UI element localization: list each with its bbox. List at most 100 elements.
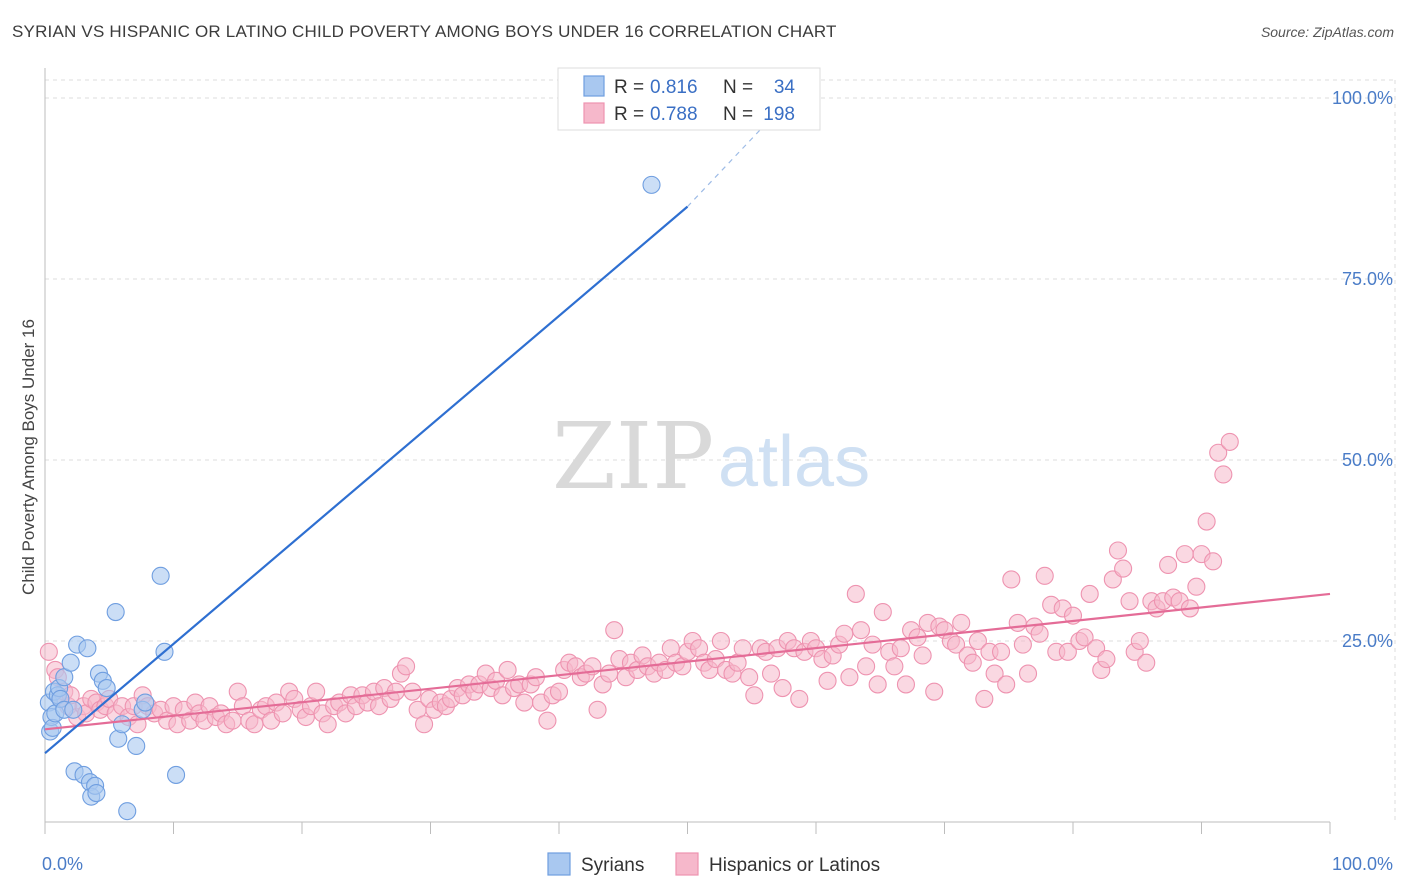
legend-r-value-syrians: 0.816 <box>650 77 698 98</box>
legend-swatch-hispanics <box>583 102 605 124</box>
tick-labels: 25.0% 50.0% 75.0% 100.0% 0.0% 100.0% <box>42 88 1393 874</box>
syrian-point <box>118 802 137 821</box>
hispanic-point <box>913 646 932 665</box>
hispanic-point <box>991 642 1011 661</box>
hispanic-point <box>600 664 619 683</box>
hispanic-point <box>891 639 910 658</box>
hispanic-point <box>975 689 994 708</box>
hispanic-point <box>1214 465 1233 484</box>
hispanic-point <box>1130 631 1149 651</box>
legend-n-label-hispanics: N = <box>723 104 753 125</box>
syrian-point <box>97 679 116 698</box>
bottom-legend-swatch-hispanics <box>675 852 699 876</box>
x-tick-label: 0.0% <box>42 854 83 874</box>
legend-box: R = 0.816 N = 34 R = 0.788 N = 198 <box>557 67 821 131</box>
hispanic-point <box>1187 577 1206 596</box>
hispanic-point <box>740 668 759 687</box>
hispanic-point <box>851 621 871 640</box>
legend-n-label-syrians: N = <box>723 77 753 98</box>
hispanic-point <box>1197 512 1216 531</box>
y-tick-label: 100.0% <box>1332 88 1393 108</box>
syrian-point <box>642 175 661 194</box>
y-axis-title: Child Poverty Among Boys Under 16 <box>19 319 38 595</box>
chart-title: SYRIAN VS HISPANIC OR LATINO CHILD POVER… <box>12 22 837 41</box>
syrians-points <box>39 175 661 821</box>
hispanics-trend-line <box>44 592 1331 731</box>
hispanic-point <box>1075 628 1094 647</box>
hispanic-point <box>1159 555 1178 575</box>
legend-r-label-hispanics: R = <box>614 104 644 125</box>
bottom-legend-swatch-syrians <box>547 852 571 876</box>
y-tick-label: 50.0% <box>1342 450 1393 470</box>
hispanic-point <box>857 657 876 676</box>
hispanic-point <box>223 711 242 730</box>
x-tick-label: 100.0% <box>1332 854 1393 874</box>
y-tick-label: 75.0% <box>1342 269 1393 289</box>
hispanic-point <box>549 682 569 701</box>
hispanic-point <box>997 675 1016 694</box>
bottom-legend-hispanics: Hispanics or Latinos <box>709 855 880 876</box>
hispanic-point <box>1204 552 1223 571</box>
hispanic-point <box>773 679 792 698</box>
hispanic-point <box>1114 559 1133 578</box>
syrian-point <box>78 639 97 658</box>
hispanic-point <box>1030 624 1049 643</box>
hispanic-point <box>1120 592 1139 611</box>
hispanic-point <box>1097 650 1116 669</box>
hispanic-point <box>1108 541 1128 560</box>
hispanic-point <box>273 704 292 723</box>
watermark: ZIP atlas <box>552 403 870 510</box>
syrian-point <box>151 566 170 585</box>
y-tick-label: 25.0% <box>1342 631 1393 651</box>
syrian-point <box>64 700 83 719</box>
hispanic-point <box>925 682 944 701</box>
hispanic-point <box>1080 584 1099 603</box>
hispanic-point <box>818 671 837 690</box>
hispanic-point <box>1175 545 1194 564</box>
watermark-zip: ZIP <box>552 403 714 510</box>
legend-n-value-hispanics: 198 <box>763 104 795 125</box>
hispanic-point <box>745 686 764 705</box>
hispanic-point <box>947 635 966 654</box>
hispanic-point <box>515 693 534 712</box>
syrians-trend-line <box>44 205 689 755</box>
hispanic-point <box>1058 642 1077 661</box>
hispanic-point <box>952 613 971 632</box>
hispanic-point <box>1137 653 1156 672</box>
bottom-legend: Syrians Hispanics or Latinos <box>547 852 880 876</box>
hispanic-point <box>1013 635 1032 654</box>
hispanic-point <box>835 624 854 643</box>
hispanic-point <box>1220 432 1239 451</box>
legend-swatch-syrians <box>583 75 605 97</box>
source-credit: Source: ZipAtlas.com <box>1260 24 1394 40</box>
hispanic-point <box>873 602 892 622</box>
watermark-atlas: atlas <box>718 422 870 502</box>
hispanic-point <box>498 660 517 680</box>
hispanic-point <box>840 668 859 687</box>
hispanic-point <box>885 657 904 676</box>
hispanic-point <box>1002 570 1021 589</box>
hispanic-point <box>968 631 987 651</box>
hispanic-point <box>846 584 865 603</box>
hispanic-point <box>538 711 557 730</box>
hispanic-point <box>397 657 416 676</box>
hispanic-point <box>761 664 781 683</box>
hispanic-point <box>1018 664 1038 683</box>
hispanic-point <box>963 653 982 672</box>
syrian-point <box>113 715 132 734</box>
bottom-legend-syrians: Syrians <box>581 855 644 876</box>
syrian-point <box>106 602 125 622</box>
hispanic-point <box>415 715 434 734</box>
hispanic-point <box>863 635 882 654</box>
syrian-point <box>167 765 186 784</box>
hispanic-point <box>985 664 1004 683</box>
hispanic-point <box>896 675 916 694</box>
legend-n-value-syrians: 34 <box>774 77 796 98</box>
hispanic-point <box>1008 613 1027 632</box>
syrian-point <box>87 783 106 803</box>
hispanic-point <box>790 689 809 708</box>
hispanic-point <box>605 621 624 640</box>
hispanic-point <box>868 675 887 694</box>
hispanic-point <box>588 700 607 719</box>
